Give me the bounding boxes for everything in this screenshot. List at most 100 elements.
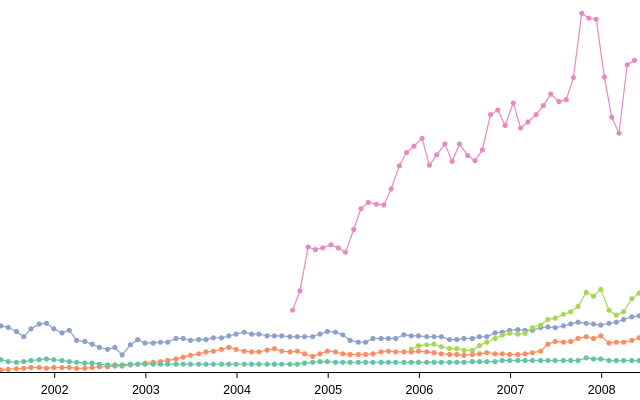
data-point [36,364,42,371]
data-point [297,288,303,294]
data-point [629,314,635,320]
data-point [226,344,232,350]
data-point [538,322,544,328]
data-point [21,334,27,340]
data-point [36,321,42,327]
data-point [365,199,371,205]
series-2 [408,286,640,353]
data-point [0,367,4,373]
data-point [606,340,612,346]
data-point [74,337,80,343]
data-point [393,349,399,355]
data-point [218,361,225,367]
data-point [165,357,171,364]
data-point [583,320,589,326]
data-point [601,74,608,80]
data-point [203,349,209,355]
data-point [347,351,353,358]
data-point [461,347,467,353]
data-point [434,152,440,158]
data-point [484,350,490,356]
data-point [82,365,88,371]
data-point [487,112,494,118]
data-point [127,361,133,367]
data-point [570,75,577,81]
data-point [545,324,551,330]
x-tick-label: 2002 [41,383,69,397]
data-point [287,334,293,340]
data-point [515,357,521,364]
data-point [89,360,95,366]
data-point [59,330,65,336]
data-point [424,349,430,355]
data-point [5,324,11,330]
data-point [332,359,339,365]
data-point [294,334,300,340]
data-point [59,364,65,371]
data-point [112,344,118,350]
data-point [173,361,179,367]
data-point [173,335,179,342]
data-point [66,364,72,371]
data-point [256,331,262,337]
data-point [631,57,638,63]
data-point [340,351,346,357]
data-point [43,320,50,326]
data-point [233,331,239,337]
data-point [256,361,262,367]
data-point [529,325,536,331]
data-point [476,343,483,349]
data-point [415,348,422,354]
data-point [606,357,612,364]
data-point [310,334,316,340]
data-point [461,359,467,365]
data-point [150,361,156,367]
data-point [264,361,270,367]
data-point [347,337,353,343]
data-point [476,359,483,365]
data-point [568,338,574,345]
data-point [180,354,186,360]
data-point [575,357,581,364]
data-point [442,141,448,147]
data-point [196,337,202,343]
data-point [515,351,521,358]
data-point [324,348,330,354]
data-point [332,329,339,335]
data-point [203,361,209,367]
data-point [358,206,364,212]
data-point [560,339,567,345]
data-point [287,361,293,367]
data-point [89,341,95,347]
data-point [472,158,478,164]
data-point [583,355,589,361]
data-point [484,339,490,345]
data-point [279,361,285,367]
data-point [312,247,318,253]
data-point [385,359,391,365]
data-point [142,340,148,346]
data-point [545,357,551,364]
data-point [21,359,27,365]
data-point [621,316,627,323]
data-point [5,366,11,372]
data-point [310,353,316,359]
data-point [51,364,57,371]
data-point [36,357,42,363]
data-point [522,330,528,336]
series-line-0 [292,12,635,311]
x-tick-label: 2004 [223,383,251,397]
data-point [43,365,50,371]
x-tick-label: 2007 [497,383,525,397]
data-point [424,342,430,348]
data-point [317,351,323,357]
data-point [415,343,422,349]
data-point [415,359,422,365]
data-point [233,361,239,367]
data-point [96,344,102,350]
data-point [196,351,202,357]
x-tick-label: 2008 [588,383,616,397]
series-4 [0,355,640,368]
data-point [545,316,551,323]
data-point [575,303,581,310]
